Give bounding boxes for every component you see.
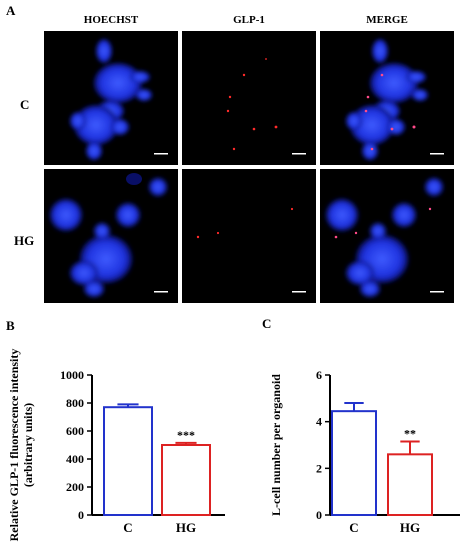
bar-hg [161, 444, 211, 516]
y-tick-label: 1000 [60, 368, 84, 382]
x-tick-label: C [349, 520, 358, 535]
bar-c [103, 406, 153, 517]
column-header-hoechst: HOECHST [83, 14, 139, 26]
panel-label-a: A [6, 3, 16, 18]
y-tick-label: 400 [66, 452, 84, 466]
micrograph-hg-hoechst [44, 169, 178, 303]
micrograph-c-glp1 [182, 31, 316, 165]
micrograph-c-merge [320, 31, 454, 165]
y-tick-label: 800 [66, 396, 84, 410]
column-header-glp1: GLP-1 [233, 14, 265, 26]
y-tick-label: 0 [316, 508, 322, 522]
bar-hg [387, 453, 433, 517]
significance-marker: *** [177, 428, 195, 442]
y-axis-label: Relative GLP-1 fluorescence intensity [7, 349, 21, 542]
row-label-hg: HG [14, 233, 35, 248]
y-tick-label: 600 [66, 424, 84, 438]
x-tick-label: HG [400, 520, 420, 535]
column-header-merge: MERGE [366, 14, 408, 26]
bar-c [331, 410, 377, 517]
chart-glp1-intensity: 0 200 400 600 800 1000 Relative GLP-1 fluoresc… [7, 349, 225, 541]
micrograph-c-hoechst [44, 31, 178, 165]
y-axis-label: (arbitrary units) [21, 403, 35, 487]
y-axis-label: L-cell number per organoid [269, 374, 283, 516]
y-tick-label: 6 [316, 368, 322, 382]
micrograph-hg-glp1 [182, 169, 316, 303]
x-tick-label: C [123, 520, 132, 535]
y-tick-label: 200 [66, 480, 84, 494]
significance-marker: ** [404, 427, 416, 441]
y-tick-label: 2 [316, 461, 322, 475]
panel-label-c: C [262, 316, 272, 331]
micrograph-hg-merge [320, 169, 454, 303]
y-tick-label: 4 [316, 415, 322, 429]
y-tick-label: 0 [78, 508, 84, 522]
panel-label-b: B [6, 318, 15, 333]
chart-lcell-number: 0 2 4 6 L-cell number per organoid C HG ** [269, 368, 460, 535]
x-tick-label: HG [176, 520, 196, 535]
row-label-c: C [20, 97, 30, 112]
